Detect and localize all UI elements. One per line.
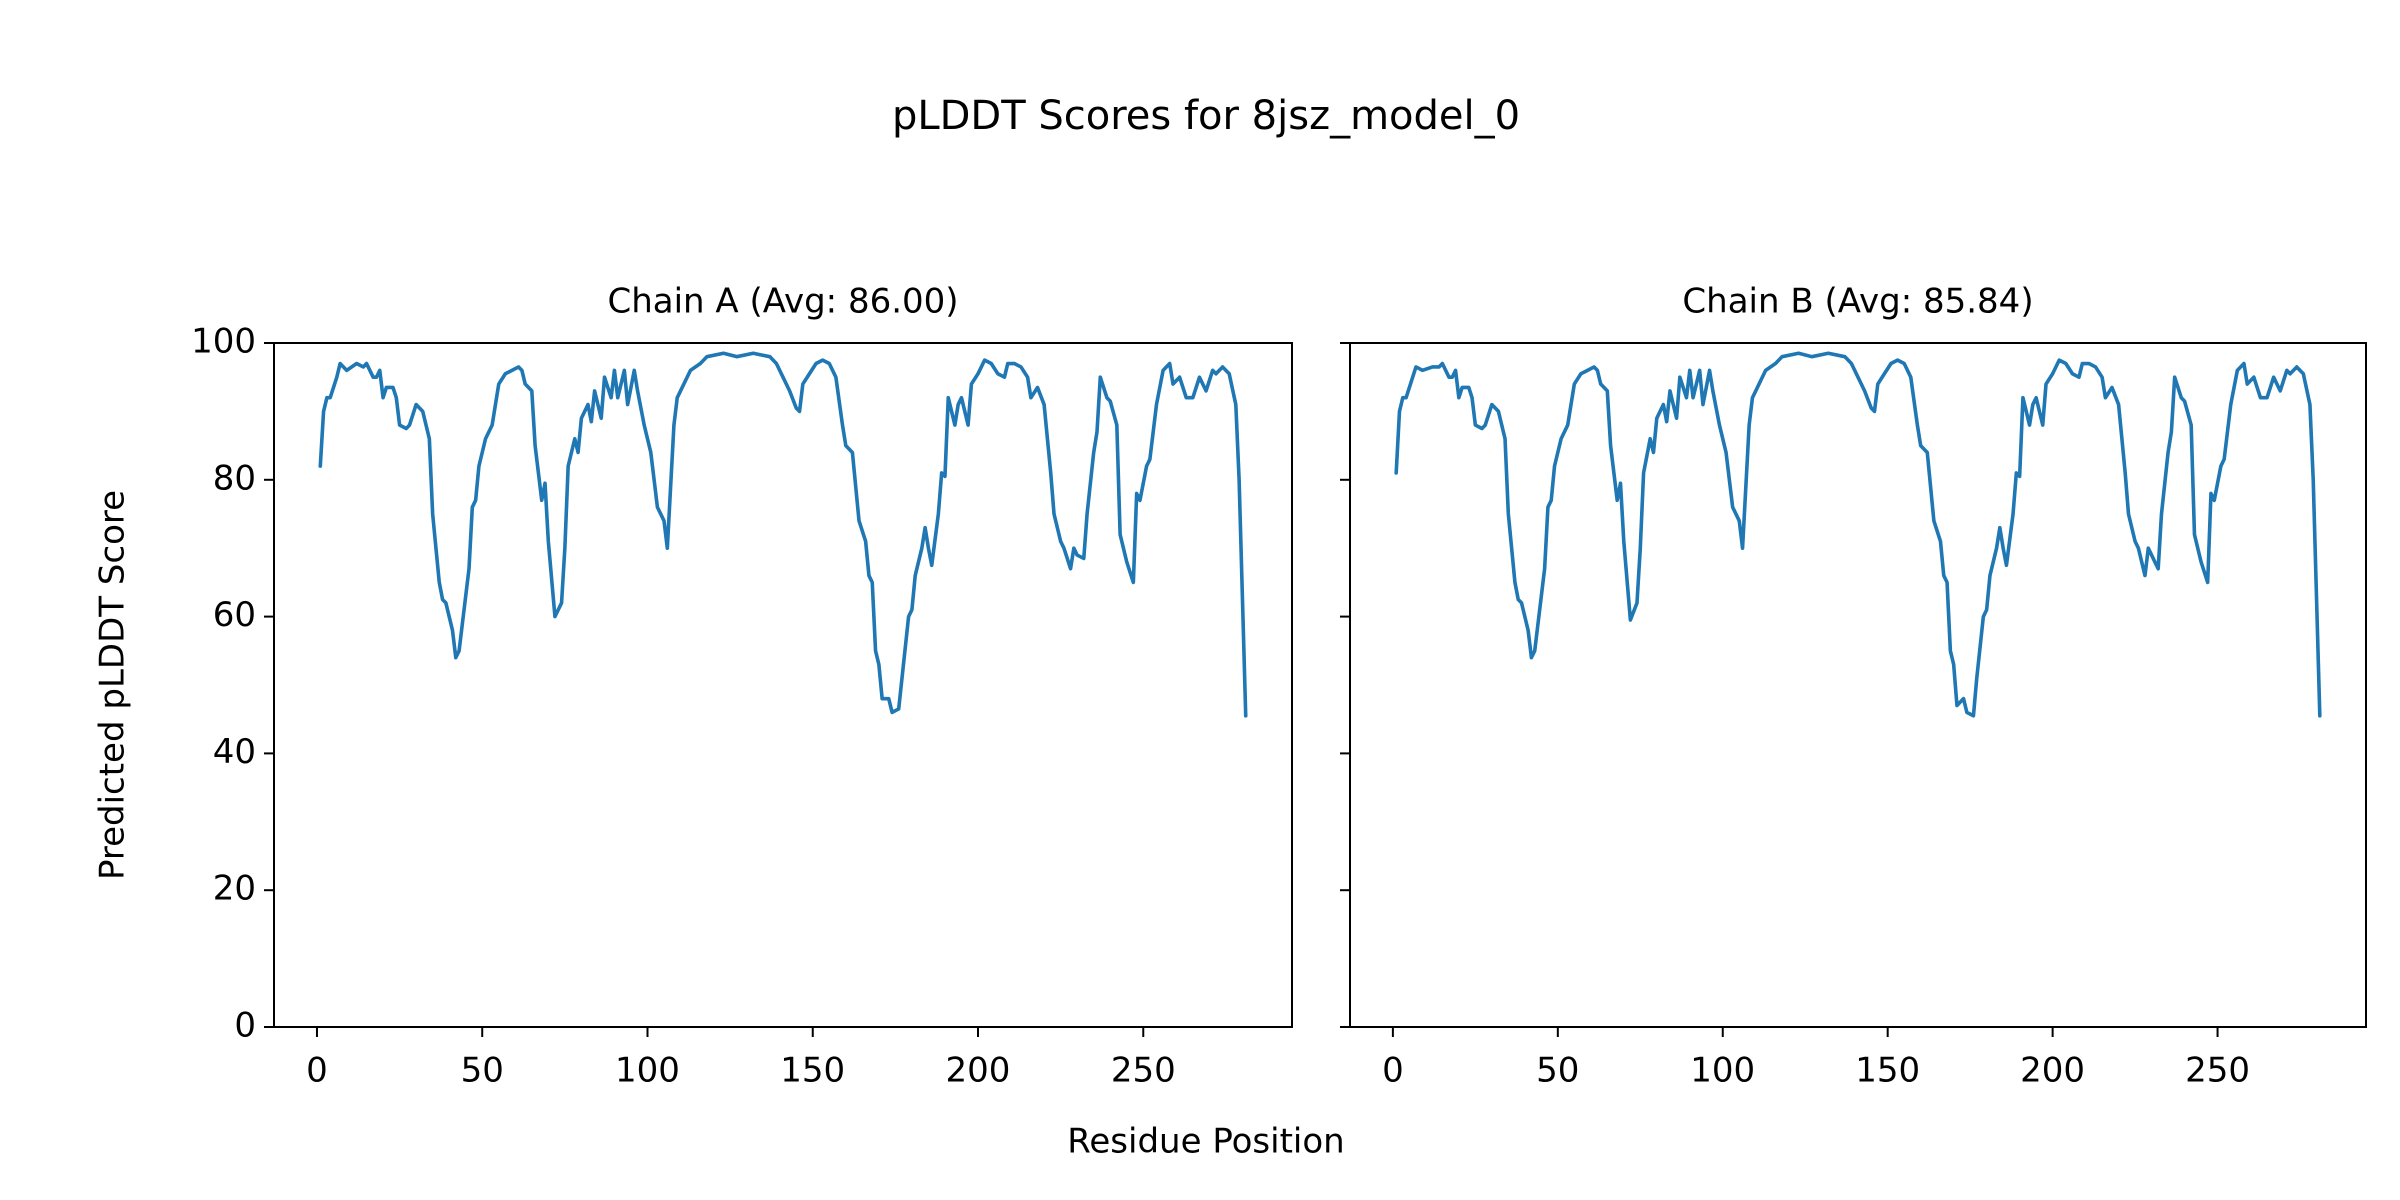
subplot-title: Chain A (Avg: 86.00) (607, 282, 958, 322)
x-tick-label: 200 (2020, 1051, 2085, 1091)
x-tick-label: 200 (946, 1051, 1011, 1091)
y-axis-label: Predicted pLDDT Score (93, 490, 133, 880)
x-tick-label: 0 (306, 1051, 328, 1091)
x-tick-label: 50 (461, 1051, 504, 1091)
axes-frame (1349, 342, 2367, 1028)
subplot-title: Chain B (Avg: 85.84) (1682, 282, 2033, 322)
y-tick-label: 0 (234, 1006, 256, 1046)
figure-title: pLDDT Scores for 8jsz_model_0 (892, 93, 1520, 139)
x-tick-label: 150 (780, 1051, 845, 1091)
x-tick-label: 250 (1111, 1051, 1176, 1091)
data-line (318, 351, 1248, 718)
y-tick-label: 40 (213, 732, 256, 772)
x-tick-label: 250 (2185, 1051, 2250, 1091)
x-tick-label: 50 (1536, 1051, 1579, 1091)
axes-frame (273, 342, 1293, 1028)
x-tick-label: 150 (1855, 1051, 1920, 1091)
x-axis-label: Residue Position (1067, 1122, 1344, 1162)
data-line (1394, 351, 2322, 718)
y-tick-label: 80 (213, 458, 256, 498)
x-tick-label: 100 (1690, 1051, 1755, 1091)
y-tick-label: 100 (191, 322, 256, 362)
x-tick-label: 100 (615, 1051, 680, 1091)
y-tick-label: 60 (213, 595, 256, 635)
x-tick-label: 0 (1382, 1051, 1404, 1091)
y-tick-label: 20 (213, 869, 256, 909)
